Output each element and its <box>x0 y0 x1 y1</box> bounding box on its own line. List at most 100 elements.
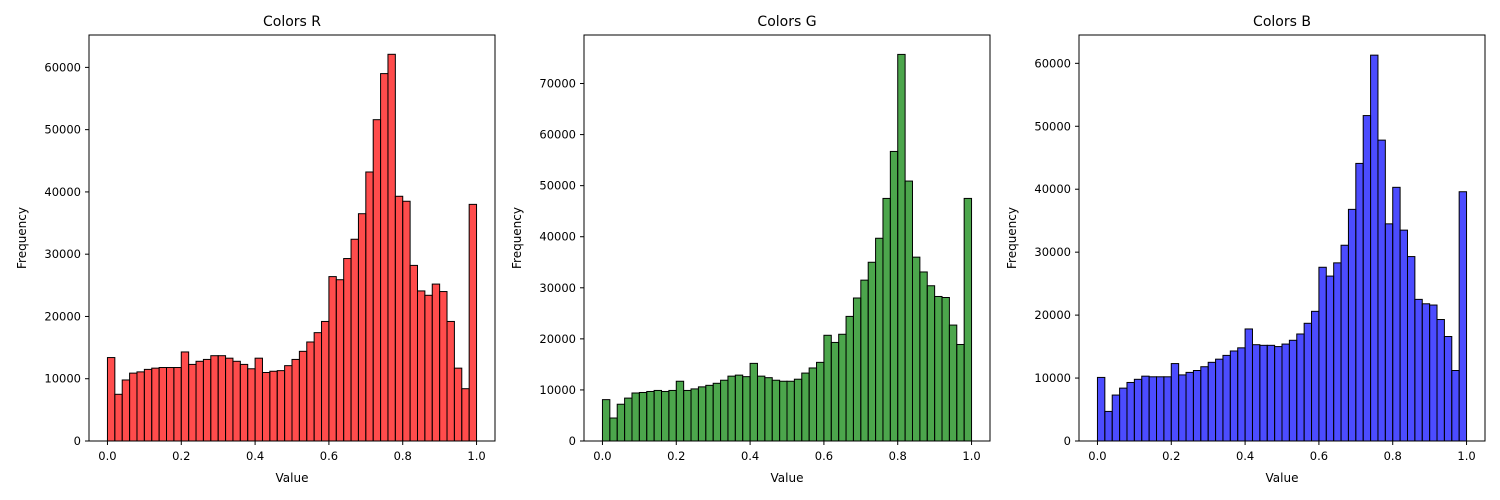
histogram-bar <box>180 351 190 442</box>
histogram-bar <box>269 370 278 442</box>
histogram-bar <box>1222 354 1231 442</box>
histogram-bar <box>254 357 263 442</box>
histogram-bar <box>1458 191 1468 442</box>
histogram-bar <box>1436 319 1445 442</box>
histogram-bar <box>1296 333 1305 442</box>
histogram-bar <box>882 197 891 442</box>
histogram-bar <box>1347 208 1357 442</box>
histogram-bar <box>298 350 308 442</box>
histogram-bar <box>638 391 648 442</box>
histogram-bar <box>1288 339 1298 442</box>
histogram-bar <box>646 390 655 442</box>
histogram-bar <box>453 367 463 442</box>
histogram-bar <box>786 380 795 442</box>
histogram-bar <box>446 320 455 442</box>
histogram-bar <box>284 365 293 442</box>
histogram-bar <box>779 380 788 442</box>
histogram-bar <box>402 200 411 442</box>
histogram-bar <box>188 363 197 442</box>
histogram-bar <box>1311 310 1320 442</box>
histogram-bar <box>801 372 810 442</box>
histogram-bar <box>1237 347 1246 442</box>
histogram-bar <box>424 294 433 442</box>
histogram-bar <box>734 374 744 442</box>
histogram-bar <box>1156 376 1165 442</box>
y-tick-label: 0 <box>569 434 576 448</box>
histogram-bar <box>225 357 234 442</box>
histogram-bar <box>1215 358 1224 442</box>
histogram-bar <box>697 386 707 442</box>
histogram-bar <box>1200 366 1209 442</box>
x-tick-label: 1.0 <box>962 449 980 463</box>
histogram-bar <box>926 285 936 442</box>
histogram-bar <box>1141 375 1150 442</box>
histogram-bar <box>749 362 758 442</box>
histogram-bar <box>166 367 175 442</box>
histogram-bar <box>1126 381 1135 442</box>
histogram-bar <box>1266 344 1276 442</box>
histogram-bar <box>948 324 958 442</box>
histogram-bar <box>1207 361 1217 442</box>
histogram-bar <box>1421 303 1431 442</box>
histogram-bar <box>114 393 123 442</box>
x-tick-label: 0.0 <box>98 449 116 463</box>
chart-panel-colors-g: 0.0 0.2 0.4 0.6 0.8 1.0 0 10000 20000 30000 40000 5… <box>510 14 991 485</box>
y-tick-label: 60000 <box>44 60 81 74</box>
histogram-bar <box>1133 378 1143 442</box>
histogram-bar <box>712 382 722 442</box>
y-tick-label: 20000 <box>539 332 576 346</box>
histogram-bar <box>764 377 773 442</box>
histogram-bar <box>1163 376 1172 442</box>
histogram-bar <box>431 283 441 442</box>
histogram-bar <box>742 376 751 442</box>
plot-frame <box>88 34 496 442</box>
histogram-bar <box>1355 162 1364 442</box>
histogram-bar <box>1406 256 1416 442</box>
histogram-bar <box>661 390 670 442</box>
histogram-bar <box>1185 371 1194 442</box>
histogram-bar <box>624 397 633 442</box>
x-tick-label: 0.6 <box>815 449 833 463</box>
histogram-bar <box>1414 298 1423 442</box>
histogram-bar <box>1377 139 1386 442</box>
y-tick-label: 10000 <box>539 383 576 397</box>
histogram-bar <box>727 375 736 442</box>
histogram-bar <box>210 355 219 442</box>
y-tick-label: 40000 <box>539 230 576 244</box>
histogram-bar <box>1119 387 1128 442</box>
histogram-bar <box>904 180 913 442</box>
histogram-bar <box>365 171 374 442</box>
histogram-bar <box>468 203 478 442</box>
histogram-bar <box>875 237 884 442</box>
x-tick-label: 0.8 <box>889 449 907 463</box>
histogram-bar <box>919 271 928 442</box>
y-tick-label: 70000 <box>539 77 576 91</box>
histogram-bar <box>380 73 389 442</box>
chart-title: Colors R <box>263 14 321 30</box>
histogram-bar <box>291 358 300 442</box>
histogram-bar <box>683 389 692 442</box>
histogram-bar <box>409 264 418 442</box>
y-tick-label: 30000 <box>44 247 81 261</box>
histogram-bar <box>616 403 626 442</box>
histogram-bar <box>129 372 138 442</box>
histogram-bar <box>239 363 249 442</box>
y-tick-label: 10000 <box>1034 371 1071 385</box>
histogram-bar <box>852 297 862 442</box>
histogram-bar <box>808 367 818 442</box>
y-tick-label: 10000 <box>44 372 81 386</box>
histogram-bar <box>143 368 153 442</box>
histogram-bar <box>1251 344 1261 442</box>
x-tick-label: 0.2 <box>172 449 190 463</box>
histogram-bar <box>1111 394 1121 442</box>
histogram-bar <box>306 341 315 442</box>
histogram-bar <box>461 388 470 442</box>
histogram-bar <box>151 367 160 442</box>
histogram-bar <box>897 53 906 442</box>
histogram-bar <box>756 375 766 442</box>
histogram-bar <box>675 380 685 442</box>
y-tick-label: 30000 <box>539 281 576 295</box>
plot-frame <box>583 34 991 442</box>
y-tick-label: 50000 <box>44 123 81 137</box>
